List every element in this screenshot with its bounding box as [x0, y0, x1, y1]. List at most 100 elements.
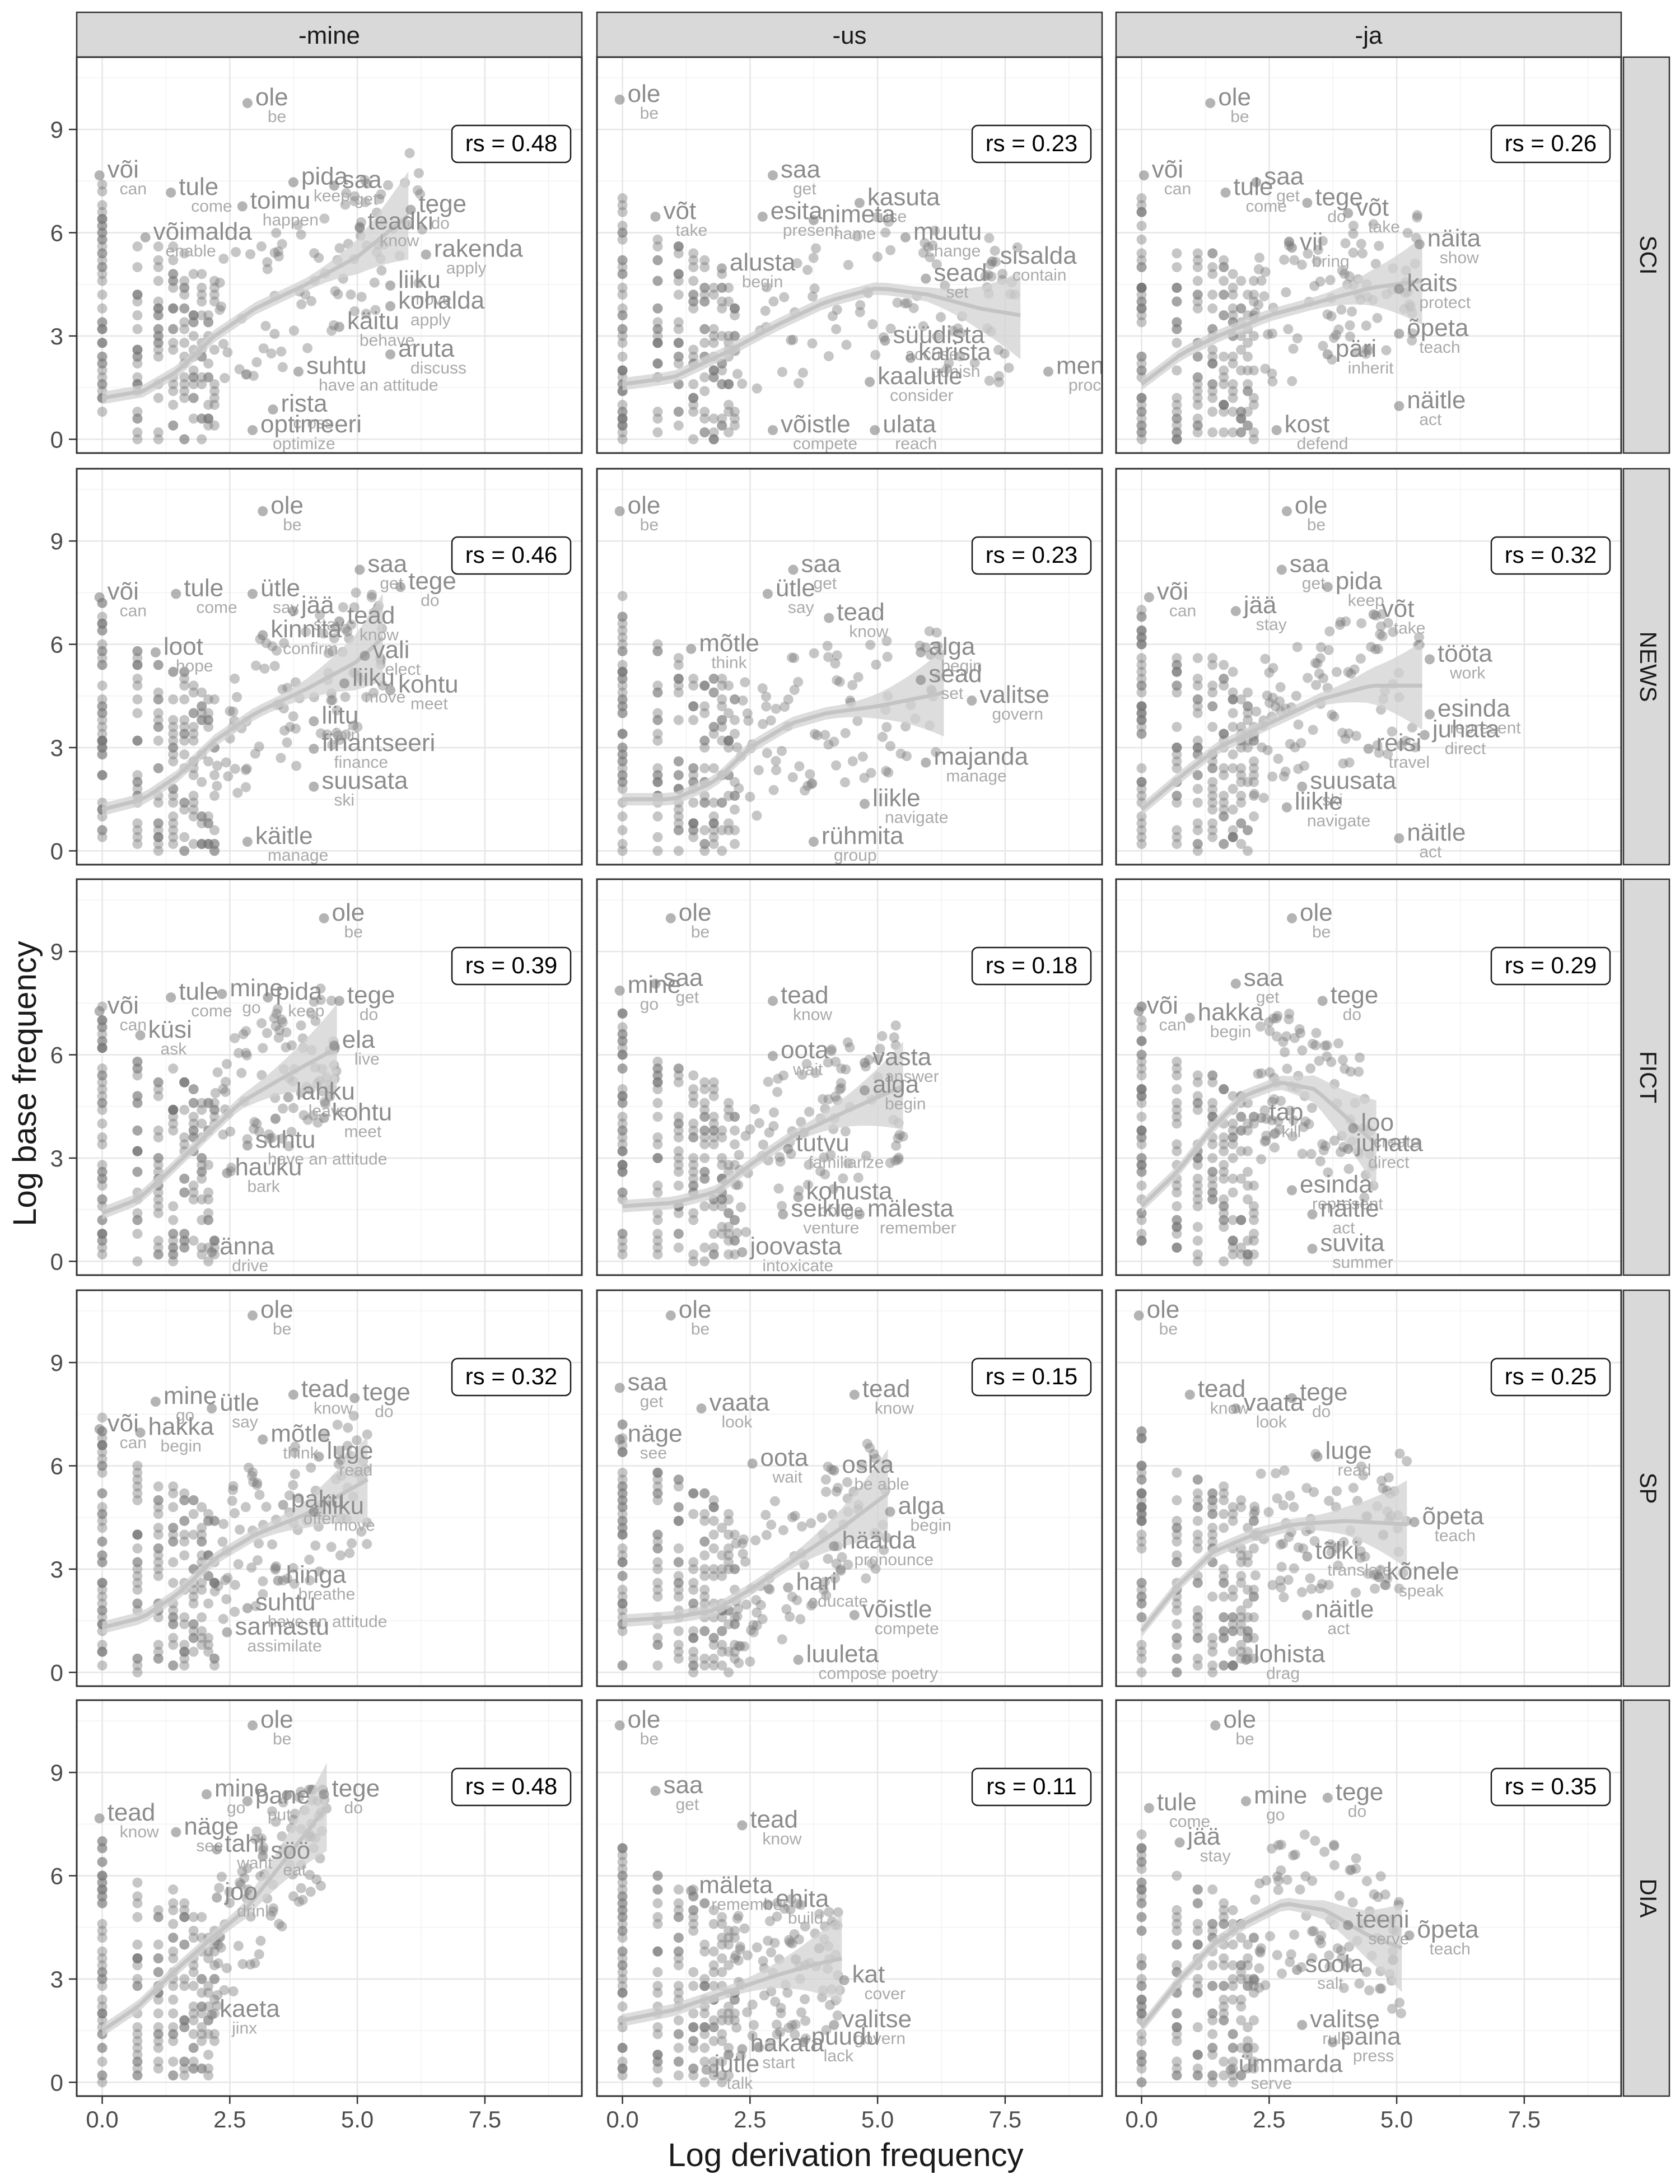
scatter-point [168, 1529, 179, 1540]
scatter-point [699, 1946, 710, 1957]
scatter-point [168, 1104, 179, 1115]
scatter-point [97, 1646, 108, 1657]
scatter-point [349, 196, 360, 207]
scatter-point [1267, 368, 1277, 379]
scatter-point [97, 1870, 108, 1881]
scatter-point [1348, 221, 1359, 231]
scatter-point [617, 1187, 628, 1198]
scatter-point [188, 687, 199, 698]
scatter-point [1267, 1580, 1278, 1590]
scatter-point [288, 1103, 298, 1113]
scatter-point [1219, 1132, 1229, 1143]
scatter-point [688, 290, 699, 300]
scatter-point [763, 1935, 773, 1946]
scatter-point [168, 1619, 179, 1630]
gloss: jinx [231, 2019, 257, 2038]
scatter-point [1228, 1118, 1238, 1129]
scatter-point [652, 276, 663, 286]
scatter-point [724, 1925, 734, 1936]
labelled-point [849, 1610, 860, 1621]
scatter-point [168, 1884, 179, 1895]
scatter-point [188, 1118, 199, 1129]
labelled-point [288, 177, 298, 188]
panel-border [1115, 56, 1622, 454]
base-word: alga [898, 1492, 945, 1520]
scatter-point [168, 1953, 179, 1964]
scatter-point [97, 1015, 108, 1026]
scatter-point [699, 2022, 710, 2033]
scatter-point [295, 1786, 306, 1797]
scatter-point [270, 1113, 281, 1124]
scatter-point [688, 1180, 699, 1191]
scatter-point [412, 185, 423, 195]
scatter-point [617, 2070, 628, 2081]
scatter-point [772, 1911, 782, 1922]
scatter-point [197, 1973, 207, 1984]
scatter-point [708, 1077, 719, 1088]
scatter-point [1136, 207, 1147, 217]
scatter-point [823, 1094, 834, 1104]
scatter-point [1207, 818, 1218, 829]
scatter-point [255, 1935, 266, 1946]
scatter-point [272, 1004, 283, 1014]
scatter-point [730, 1994, 740, 2005]
scatter-point [724, 2015, 734, 2026]
scatter-point [168, 1536, 179, 1547]
gloss: keep [288, 1002, 324, 1020]
scatter-point [617, 742, 628, 753]
scatter-point [241, 369, 251, 380]
scatter-point [1136, 625, 1147, 636]
scatter-point [1192, 1612, 1203, 1623]
scatter-point [188, 1925, 199, 1936]
scatter-point [97, 1523, 108, 1533]
base-word: tege [347, 981, 395, 1009]
scatter-point [617, 1660, 628, 1671]
scatter-point [1207, 1187, 1218, 1198]
scatter-point [1394, 1448, 1405, 1459]
scatter-point [699, 1571, 710, 1581]
scatter-point [203, 1571, 214, 1581]
scatter-point [652, 1077, 663, 1088]
scatter-point [413, 168, 424, 179]
scatter-point [617, 413, 628, 424]
scatter-point [1207, 1509, 1218, 1519]
rs-box [1490, 1357, 1611, 1397]
scatter-point [699, 1898, 710, 1908]
scatter-point [1267, 771, 1278, 782]
scatter-point [179, 1981, 190, 1991]
scatter-point [1172, 413, 1182, 424]
scatter-point [699, 797, 710, 808]
scatter-point [197, 2022, 207, 2033]
labelled-point [405, 204, 416, 215]
scatter-point [1136, 1160, 1147, 1170]
scatter-point [1249, 393, 1259, 403]
gloss: act [1327, 1620, 1350, 1638]
scatter-point [302, 1114, 313, 1125]
scatter-point [203, 1515, 214, 1526]
rs-value: rs = 0.46 [465, 542, 558, 568]
scatter-point [1136, 282, 1147, 293]
scatter-point [1136, 351, 1147, 362]
scatter-point [673, 269, 684, 279]
scatter-point [97, 1960, 108, 1971]
scatter-point [224, 1887, 235, 1897]
scatter-point [1228, 694, 1238, 704]
scatter-point [179, 2056, 190, 2067]
base-word: võistle [862, 1595, 932, 1623]
scatter-point [769, 1938, 780, 1948]
scatter-point [1334, 619, 1345, 630]
scatter-point [717, 1571, 727, 1581]
scatter-point [1136, 393, 1147, 403]
scatter-point [97, 269, 108, 279]
scatter-point [327, 695, 338, 706]
scatter-point [1310, 1040, 1321, 1051]
scatter-point [688, 1626, 699, 1636]
scatter-point [231, 247, 241, 258]
scatter-point [688, 825, 699, 836]
scatter-point [699, 680, 710, 691]
